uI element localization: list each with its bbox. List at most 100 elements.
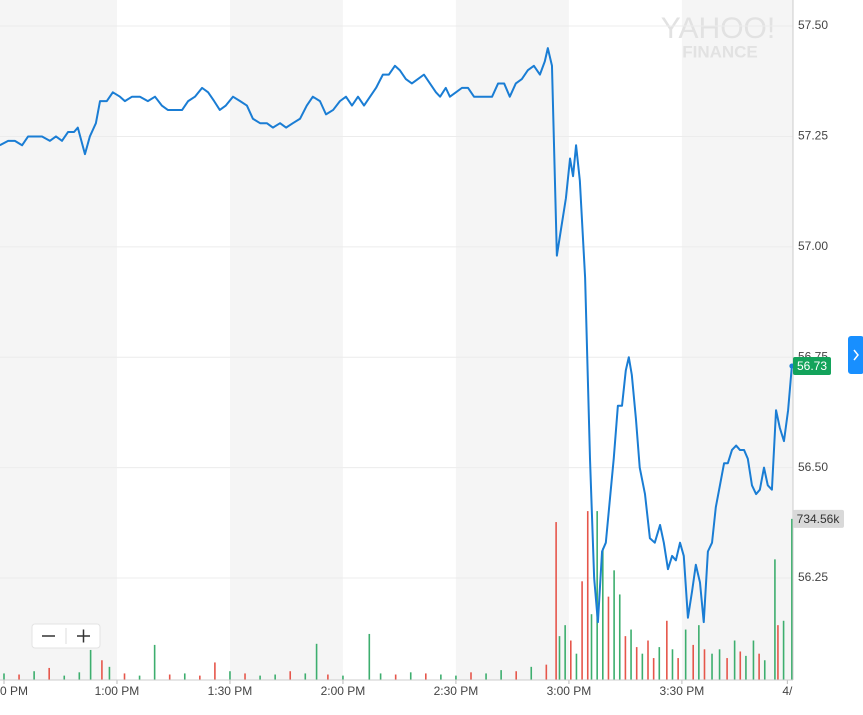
- volume-bar: [618, 594, 621, 680]
- volume-bar: [33, 671, 35, 680]
- volume-bar: [763, 660, 766, 680]
- volume-bar: [3, 673, 5, 680]
- volume-bar: [635, 647, 638, 680]
- volume-bar: [652, 658, 655, 680]
- volume-bar: [108, 666, 111, 680]
- volume-bar: [168, 674, 171, 680]
- volume-bar: [666, 620, 668, 680]
- volume-bar: [530, 666, 533, 680]
- volume-bar: [101, 660, 103, 680]
- volume-bar: [671, 649, 674, 680]
- volume-bar: [590, 614, 593, 680]
- volume-bar: [244, 673, 246, 680]
- watermark: FINANCE: [682, 42, 758, 61]
- x-tick-label: 1:00 PM: [95, 684, 140, 698]
- volume-bar: [470, 672, 472, 680]
- volume-bar: [581, 581, 583, 680]
- volume-bar: [78, 672, 81, 680]
- volume-bar: [692, 644, 694, 680]
- volume-bar: [607, 596, 610, 680]
- session-band: [229, 0, 343, 680]
- y-tick-label: 56.50: [798, 460, 828, 474]
- x-tick-label: 0 PM: [0, 684, 28, 698]
- volume-bar: [342, 675, 344, 680]
- volume-bar: [153, 644, 156, 680]
- volume-bar: [289, 671, 292, 680]
- volume-bar: [739, 651, 742, 680]
- volume-bar: [500, 670, 502, 680]
- volume-bar: [409, 672, 412, 680]
- volume-bar: [138, 675, 141, 680]
- volume-bar: [63, 675, 66, 680]
- zoom-control[interactable]: [31, 623, 101, 649]
- volume-bar: [733, 640, 736, 680]
- volume-bar: [703, 649, 706, 680]
- volume-tag-label: 734.56k: [797, 512, 841, 526]
- volume-bar: [18, 674, 20, 680]
- volume-bar: [777, 625, 779, 680]
- volume-bar: [774, 559, 776, 680]
- volume-tag: [793, 509, 844, 528]
- session-band: [455, 0, 569, 680]
- volume-bar: [123, 673, 126, 680]
- volume-bar: [229, 671, 231, 680]
- volume-bar: [199, 675, 201, 680]
- volume-bar: [455, 675, 457, 680]
- side-tab[interactable]: [848, 336, 863, 374]
- x-tick-label: 4/: [782, 684, 793, 698]
- volume-bar: [647, 640, 649, 680]
- volume-bar: [726, 658, 728, 680]
- volume-bar: [658, 647, 661, 680]
- volume-bar: [274, 674, 276, 680]
- x-tick-label: 2:30 PM: [434, 684, 479, 698]
- volume-bar: [698, 625, 700, 680]
- volume-bar: [304, 673, 307, 680]
- x-tick-label: 3:30 PM: [660, 684, 705, 698]
- volume-bar: [782, 620, 785, 680]
- volume-bar: [379, 673, 382, 680]
- volume-bar: [89, 649, 92, 680]
- volume-bar: [569, 640, 572, 680]
- volume-bar: [677, 658, 679, 680]
- volume-bar: [425, 673, 427, 680]
- y-tick-label: 57.25: [798, 129, 828, 143]
- x-tick-label: 2:00 PM: [321, 684, 366, 698]
- volume-bar: [752, 640, 755, 680]
- volume-bar: [259, 675, 261, 680]
- x-tick-label: 1:30 PM: [208, 684, 253, 698]
- volume-bar: [555, 522, 557, 680]
- price-tag-label: 56.73: [797, 359, 827, 373]
- y-tick-label: 57.00: [798, 239, 828, 253]
- plot-area: YAHOO!FINANCE56.2556.5056.7557.0057.2557…: [0, 0, 844, 698]
- volume-bar: [564, 625, 566, 680]
- volume-bar: [718, 649, 721, 680]
- volume-bar: [602, 548, 604, 680]
- volume-bar: [394, 674, 397, 680]
- volume-bar: [586, 511, 589, 680]
- volume-bar: [214, 662, 216, 680]
- volume-bar: [558, 636, 561, 680]
- side-tab-bg[interactable]: [848, 336, 863, 374]
- price-tag: [793, 357, 831, 376]
- volume-bar: [485, 673, 487, 680]
- volume-bar: [440, 674, 442, 680]
- volume-bar: [368, 633, 371, 680]
- y-tick-label: 56.25: [798, 570, 828, 584]
- volume-bar: [624, 636, 627, 680]
- volume-bar: [515, 671, 517, 680]
- volume-bar: [630, 629, 632, 680]
- volume-bar: [48, 667, 50, 680]
- price-line: [0, 47, 793, 624]
- volume-bar: [745, 655, 747, 680]
- volume-bar: [596, 511, 598, 680]
- volume-bar: [758, 653, 760, 680]
- side-tab-arrow: [853, 349, 859, 361]
- x-tick-label: 3:00 PM: [547, 684, 592, 698]
- y-tick-label: 57.50: [798, 18, 828, 32]
- volume-bar: [791, 518, 793, 680]
- volume-bar: [545, 664, 548, 680]
- volume-bar: [575, 653, 578, 680]
- volume-bar: [641, 653, 644, 680]
- volume-bar: [711, 653, 713, 680]
